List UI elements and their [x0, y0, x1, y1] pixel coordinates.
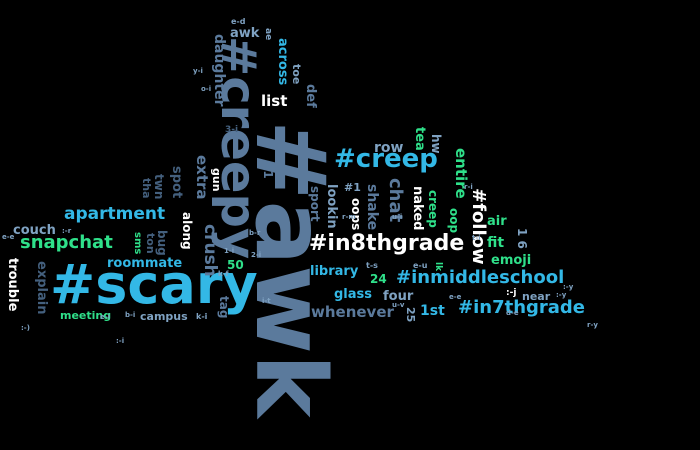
emoticon-14: e-e — [2, 233, 15, 241]
word-toe: toe — [290, 64, 303, 85]
word-e-u: e-u — [413, 261, 428, 270]
word-naked: naked — [410, 186, 425, 231]
word-tha: tha — [140, 178, 153, 199]
emoticon-1: :-r — [62, 227, 72, 235]
word-hash-1: #1 — [344, 181, 361, 194]
word-bug: bug — [155, 230, 169, 256]
emoticon-21: u-v — [392, 301, 405, 309]
word-air: air — [487, 214, 507, 229]
word-24: 24 — [370, 272, 387, 286]
emoticon-23: :-j — [506, 288, 517, 298]
emoticon-6: k-f — [218, 270, 229, 278]
word-in7thgrade-hash: #in7thgrade — [458, 297, 586, 318]
word-1-6: 1 6 — [515, 228, 529, 249]
word-lk: lk — [433, 262, 443, 272]
emoticon-13: t-i — [472, 234, 481, 242]
word-def: def — [303, 84, 318, 108]
emoticon-11: r-y — [587, 321, 598, 329]
emoticon-7: 2-i — [251, 251, 262, 259]
word-ae: ae — [263, 28, 273, 41]
emoticon-19: :-i — [116, 337, 125, 345]
emoticon-9: r-m — [342, 213, 356, 221]
word-entire: entire — [452, 148, 470, 199]
word-crush: crush — [200, 224, 220, 277]
word-whenever: whenever — [311, 303, 394, 321]
word-daughter: daughter — [211, 34, 227, 107]
word-creep-hash: #creep — [334, 144, 438, 174]
emoticon-0: :-) — [21, 324, 30, 332]
word-hw: hw — [429, 134, 443, 154]
word-t-s: t-s — [366, 261, 378, 270]
emoticon-16: y-i — [193, 67, 203, 75]
word-campus: campus — [140, 310, 188, 323]
word-couch: couch — [13, 223, 56, 238]
word-snapchat: snapchat — [20, 232, 113, 253]
word-3-i: 3-i — [225, 125, 239, 135]
word-fit: fit — [487, 235, 505, 251]
word-explain: explain — [34, 261, 49, 315]
word-apartment: apartment — [64, 204, 166, 224]
word-extra: extra — [193, 155, 211, 200]
emoticon-5: b-i — [125, 311, 136, 319]
word-creep: creep — [426, 190, 440, 228]
word-1st: 1st — [420, 303, 445, 319]
word-awk: awk — [230, 26, 260, 41]
word-sport: sport — [308, 186, 322, 222]
word-lookin: lookin — [324, 184, 339, 229]
word-shake: shake — [364, 184, 380, 231]
emoticon-15: b-r — [249, 229, 261, 237]
word-follow-hash: #follow — [468, 188, 489, 265]
word-sms: sms — [132, 232, 143, 255]
word-row: row — [374, 140, 404, 156]
word-glass: glass — [334, 287, 373, 302]
emoticon-22: e-e — [449, 293, 462, 301]
word-emoji: emoji — [491, 253, 532, 268]
word-spot: spot — [169, 166, 184, 199]
word-tea: tea — [412, 127, 427, 151]
word-21: 21 — [261, 162, 275, 179]
word-roommate: roommate — [107, 256, 183, 271]
word-twn: twn — [152, 174, 166, 200]
word-across: across — [275, 38, 290, 86]
emoticon-20: d-e — [506, 309, 519, 317]
word-trouble: trouble — [5, 258, 20, 312]
word-meeting: meeting — [60, 309, 112, 322]
emoticon-10: u-i — [392, 213, 403, 221]
word-25: 25 — [404, 307, 417, 323]
word-50: 50 — [227, 258, 244, 272]
word-e-d: e-d — [231, 17, 246, 26]
word-k-i: k-i — [196, 312, 208, 321]
word-in8thgrade-hash: #in8thgrade — [309, 231, 465, 256]
word-along: along — [180, 212, 194, 250]
word-library: library — [310, 264, 359, 279]
word-oop: oop — [447, 208, 461, 234]
emoticon-3: e-i — [100, 313, 111, 321]
word-scary-hash: #scary — [50, 253, 258, 316]
word-gun: gun — [210, 168, 223, 192]
word-near: near — [522, 290, 551, 303]
emoticon-12: o-i — [201, 85, 212, 93]
word-list: list — [261, 92, 288, 110]
word-tag: tag — [217, 296, 231, 319]
emoticon-8: 1-i — [224, 247, 235, 255]
word-inmiddleschool-hash: #inmiddleschool — [396, 267, 565, 288]
emoticon-17: i-t — [262, 297, 271, 305]
emoticon-18: :-y — [563, 283, 574, 291]
word-four: four — [383, 289, 414, 304]
emoticon-2: :-y — [556, 291, 567, 299]
word-ton: ton — [144, 233, 157, 254]
emoticon-4: r-i — [464, 183, 473, 191]
